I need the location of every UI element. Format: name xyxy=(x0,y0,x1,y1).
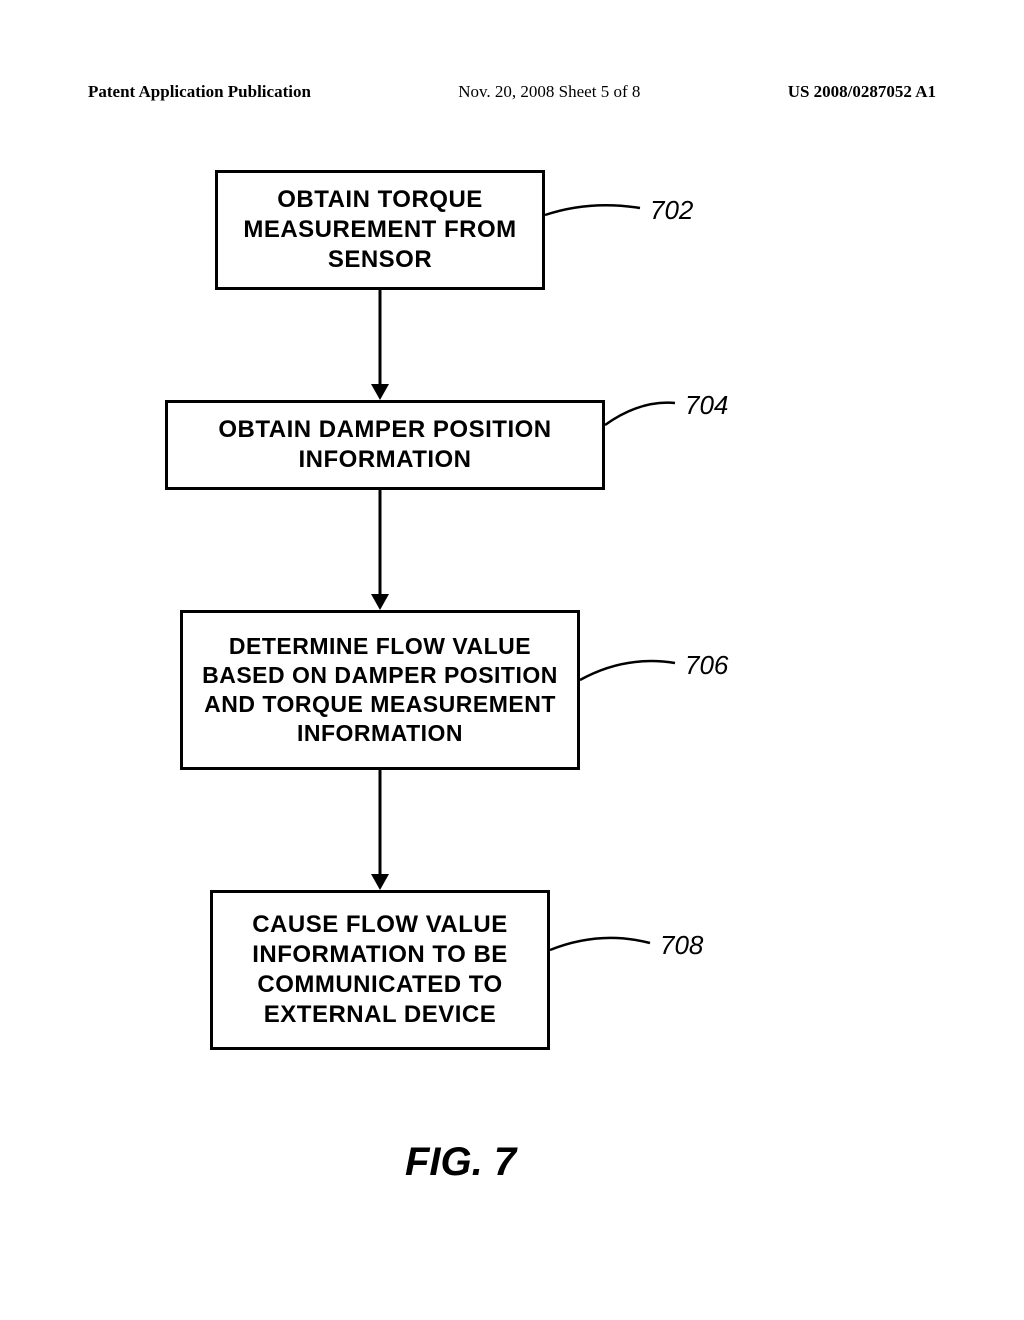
figure-caption: FIG. 7 xyxy=(405,1140,516,1185)
callout-curve-4 xyxy=(0,150,1024,1100)
header-date-sheet: Nov. 20, 2008 Sheet 5 of 8 xyxy=(458,82,640,102)
page-header: Patent Application Publication Nov. 20, … xyxy=(88,82,936,102)
flowchart-diagram: OBTAIN TORQUE MEASUREMENT FROM SENSOR702… xyxy=(0,150,1024,1100)
header-docnumber: US 2008/0287052 A1 xyxy=(788,82,936,102)
header-publication: Patent Application Publication xyxy=(88,82,311,102)
